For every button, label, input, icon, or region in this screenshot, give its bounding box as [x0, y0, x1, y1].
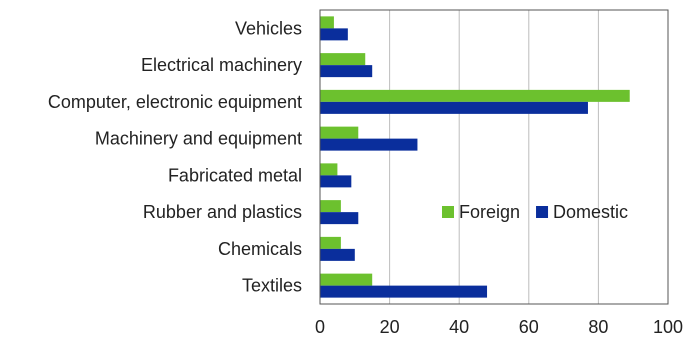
x-tick-labels: 0 20 40 60 80 100	[315, 317, 683, 337]
x-tick-label: 20	[380, 317, 400, 337]
legend: Foreign Domestic	[442, 202, 628, 222]
x-tick-label: 40	[449, 317, 469, 337]
category-label: Textiles	[242, 276, 302, 296]
bar-domestic-5	[320, 212, 359, 225]
x-tick-label: 80	[588, 317, 608, 337]
bar-foreign-7	[320, 273, 373, 286]
gridlines	[389, 10, 599, 304]
category-label: Machinery and equipment	[95, 129, 302, 149]
bar-foreign-5	[320, 200, 341, 213]
bar-domestic-1	[320, 65, 373, 78]
legend-swatch-domestic	[536, 206, 549, 218]
bar-foreign-3	[320, 126, 359, 139]
bar-domestic-0	[320, 28, 348, 41]
category-label: Chemicals	[218, 239, 302, 259]
category-labels: Vehicles Electrical machinery Computer, el…	[48, 18, 302, 295]
plot-frame	[319, 9, 669, 305]
x-tick-label: 100	[653, 317, 683, 337]
bar-foreign-6	[320, 236, 341, 249]
category-label: Electrical machinery	[141, 55, 302, 75]
bar-domestic-4	[320, 175, 352, 188]
bar-domestic-6	[320, 248, 355, 261]
category-label: Computer, electronic equipment	[48, 92, 302, 112]
legend-swatch-foreign	[442, 206, 454, 218]
category-label: Rubber and plastics	[143, 202, 302, 222]
bars	[320, 16, 630, 298]
bar-domestic-7	[320, 285, 488, 298]
x-tick-label: 0	[315, 317, 325, 337]
bar-foreign-4	[320, 163, 338, 176]
legend-label-domestic: Domestic	[553, 202, 628, 222]
legend-label-foreign: Foreign	[459, 202, 520, 222]
bar-foreign-1	[320, 53, 366, 66]
bar-foreign-2	[320, 89, 630, 102]
category-label: Fabricated metal	[168, 165, 302, 185]
x-tick-label: 60	[519, 317, 539, 337]
category-label: Vehicles	[235, 18, 302, 38]
bar-domestic-3	[320, 138, 418, 151]
bar-domestic-2	[320, 101, 588, 114]
bar-foreign-0	[320, 16, 334, 29]
